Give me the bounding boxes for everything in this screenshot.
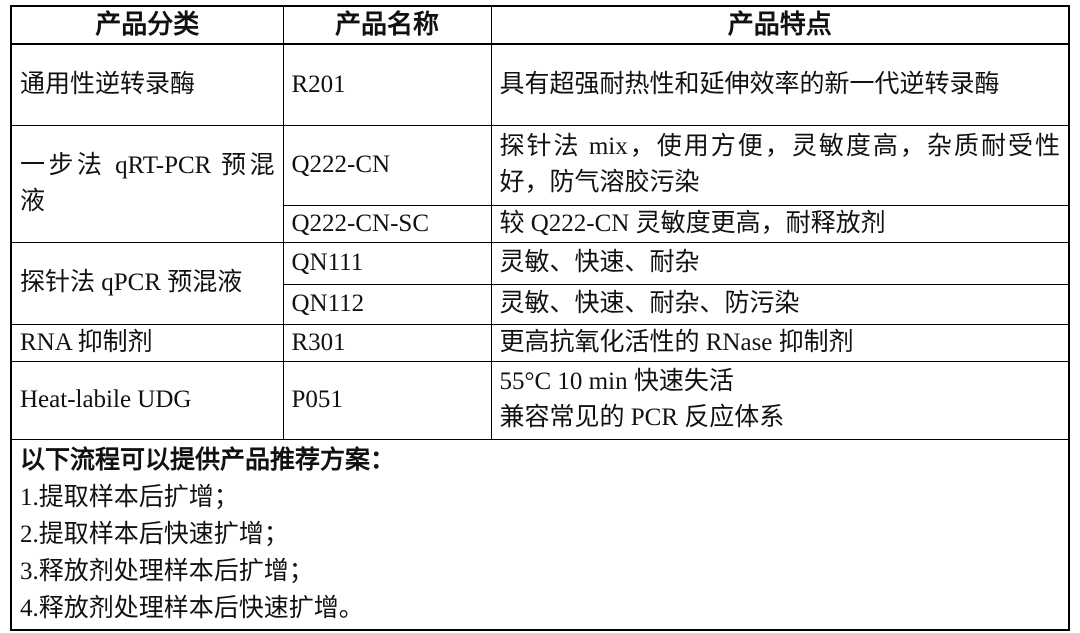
features-line: 具有超强耐热性和延伸效率的新一代逆转录酶: [499, 70, 1000, 98]
name-cell: Q222-CN: [282, 124, 492, 206]
features-cell: 灵敏、快速、耐杂: [490, 241, 1070, 285]
name-cell: R201: [282, 43, 492, 126]
notes-item: 1.提取样本后扩增；: [20, 483, 239, 511]
notes-cell: 以下流程可以提供产品推荐方案： 1.提取样本后扩增； 2.提取样本后快速扩增； 3.释…: [10, 438, 1070, 631]
notes-row: 以下流程可以提供产品推荐方案： 1.提取样本后扩增； 2.提取样本后快速扩增； 3.释…: [10, 438, 1070, 631]
features-line: 55°C 10 min 快速失活: [499, 368, 734, 395]
features-line: 灵敏、快速、耐杂、防污染: [499, 290, 800, 317]
features-cell: 较 Q222-CN 灵敏度更高，耐释放剂: [490, 204, 1070, 243]
table-row: 探针法 qPCR 预混液 QN111 灵敏、快速、耐杂: [10, 241, 1070, 325]
category-cell: 通用性逆转录酶: [10, 43, 284, 126]
features-line: 灵敏、快速、耐杂: [499, 249, 700, 276]
table-row: 通用性逆转录酶 R201 具有超强耐热性和延伸效率的新一代逆转录酶: [10, 43, 1070, 126]
table-row: RNA 抑制剂 R301 更高抗氧化活性的 RNase 抑制剂: [10, 323, 1070, 362]
features-cell: 灵敏、快速、耐杂、防污染: [490, 283, 1070, 325]
name-cell: Q222-CN-SC: [282, 204, 492, 243]
features-cell: 55°C 10 min 快速失活兼容常见的 PCR 反应体系: [490, 360, 1070, 440]
category-cell: 一步法 qRT-PCR 预混液: [10, 124, 284, 243]
table-row: 一步法 qRT-PCR 预混液 Q222-CN 探针法 mix，使用方便，灵敏度高，…: [10, 124, 1070, 243]
notes-item: 2.提取样本后快速扩增；: [20, 520, 289, 548]
name-cell: R301: [282, 323, 492, 362]
features-line: 更高抗氧化活性的 RNase 抑制剂: [499, 328, 854, 356]
notes-item: 3.释放剂处理样本后扩增；: [20, 557, 314, 585]
name-cell: QN111: [282, 241, 492, 285]
features-line: 探针法 mix，使用方便，灵敏度高，杂质耐受性好，防气溶胶污染: [499, 133, 1061, 196]
category-cell: 探针法 qPCR 预混液: [10, 241, 284, 325]
features-line: 较 Q222-CN 灵敏度更高，耐释放剂: [499, 209, 886, 237]
header-cell: 产品分类: [10, 5, 284, 45]
header-cell: 产品特点: [490, 5, 1070, 45]
table-body: 产品分类 产品名称 产品特点 通用性逆转录酶 R201 具有超强耐热性和延伸效率的新一代逆…: [10, 5, 1070, 631]
notes-item: 4.释放剂处理样本后快速扩增。: [20, 594, 364, 622]
features-cell: 探针法 mix，使用方便，灵敏度高，杂质耐受性好，防气溶胶污染: [490, 124, 1070, 206]
features-line: 兼容常见的 PCR 反应体系: [499, 404, 785, 431]
name-cell: P051: [282, 360, 492, 440]
notes-title: 以下流程可以提供产品推荐方案：: [20, 446, 396, 474]
header-row: 产品分类 产品名称 产品特点: [10, 5, 1070, 45]
features-cell: 具有超强耐热性和延伸效率的新一代逆转录酶: [490, 43, 1070, 126]
category-cell: RNA 抑制剂: [10, 323, 284, 362]
header-cell: 产品名称: [282, 5, 492, 45]
table-row: Q222-CN-SC 较 Q222-CN 灵敏度更高，耐释放剂: [11, 204, 1070, 243]
category-cell: Heat-labile UDG: [10, 360, 284, 440]
features-cell: 更高抗氧化活性的 RNase 抑制剂: [490, 323, 1070, 362]
name-cell: QN112: [282, 283, 492, 325]
table-row: Heat-labile UDG P051 55°C 10 min 快速失活 兼容常见的…: [10, 360, 1070, 440]
product-table: 产品分类 产品名称 产品特点 通用性逆转录酶 R201 具有超强耐热性和延伸效率的新一代逆…: [10, 5, 1070, 631]
